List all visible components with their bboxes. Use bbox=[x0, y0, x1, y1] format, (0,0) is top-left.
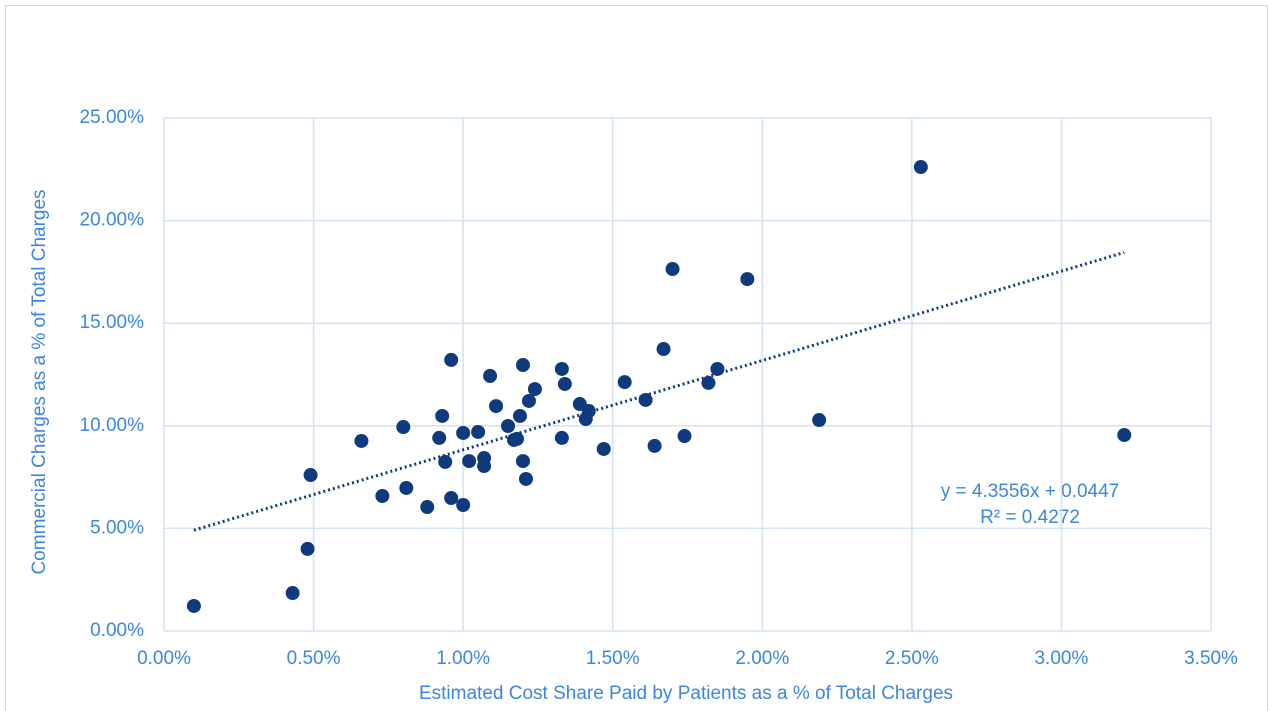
point bbox=[665, 262, 680, 277]
point bbox=[471, 424, 486, 439]
point bbox=[477, 459, 492, 474]
point bbox=[489, 399, 504, 414]
point bbox=[435, 408, 450, 423]
y-tick-label: 20.00% bbox=[80, 210, 145, 231]
x-tick-label: 0.00% bbox=[137, 648, 191, 669]
y-tick-label: 10.00% bbox=[80, 415, 145, 436]
y-tick-label: 25.00% bbox=[80, 107, 145, 128]
point bbox=[812, 413, 827, 428]
point bbox=[701, 375, 716, 390]
point bbox=[501, 419, 516, 434]
point bbox=[527, 382, 542, 397]
point bbox=[375, 488, 390, 503]
point bbox=[518, 471, 533, 486]
point bbox=[740, 272, 755, 287]
r-squared: R² = 0.4272 bbox=[980, 507, 1080, 528]
point bbox=[617, 375, 632, 390]
trendline bbox=[193, 250, 1125, 532]
point bbox=[303, 468, 318, 483]
chart-border bbox=[5, 5, 1268, 711]
point bbox=[456, 498, 471, 513]
x-axis-label: Estimated Cost Share Paid by Patients as… bbox=[419, 683, 953, 704]
x-tick-label: 3.50% bbox=[1184, 648, 1238, 669]
point bbox=[1117, 428, 1132, 443]
x-tick-label: 1.50% bbox=[586, 648, 640, 669]
y-axis-label: Commercial Charges as a % of Total Charg… bbox=[29, 189, 50, 574]
point bbox=[432, 430, 447, 445]
point bbox=[300, 541, 315, 556]
x-tick-label: 3.00% bbox=[1034, 648, 1088, 669]
point bbox=[186, 598, 201, 613]
point bbox=[396, 420, 411, 435]
point bbox=[521, 393, 536, 408]
point bbox=[647, 438, 662, 453]
x-tick-label: 1.00% bbox=[436, 648, 490, 669]
y-tick-label: 5.00% bbox=[90, 517, 144, 538]
point bbox=[554, 361, 569, 376]
point bbox=[462, 454, 477, 469]
point bbox=[420, 500, 435, 515]
point bbox=[444, 491, 459, 506]
point bbox=[515, 358, 530, 373]
x-tick-label: 0.50% bbox=[287, 648, 341, 669]
point bbox=[554, 430, 569, 445]
point bbox=[285, 586, 300, 601]
point bbox=[456, 425, 471, 440]
x-tick-label: 2.50% bbox=[885, 648, 939, 669]
y-tick-label: 15.00% bbox=[80, 312, 145, 333]
x-tick-label: 2.00% bbox=[735, 648, 789, 669]
trend-equation: y = 4.3556x + 0.0447 bbox=[941, 481, 1120, 502]
point bbox=[483, 368, 498, 383]
point bbox=[581, 404, 596, 419]
point bbox=[438, 454, 453, 469]
point bbox=[354, 433, 369, 448]
point bbox=[638, 392, 653, 407]
point bbox=[557, 376, 572, 391]
point bbox=[677, 429, 692, 444]
point bbox=[596, 441, 611, 456]
point bbox=[656, 342, 671, 357]
point bbox=[913, 160, 928, 175]
point bbox=[509, 431, 524, 446]
point bbox=[399, 480, 414, 495]
point bbox=[515, 454, 530, 469]
point bbox=[512, 408, 527, 423]
point bbox=[444, 352, 459, 367]
y-tick-label: 0.00% bbox=[90, 620, 144, 641]
